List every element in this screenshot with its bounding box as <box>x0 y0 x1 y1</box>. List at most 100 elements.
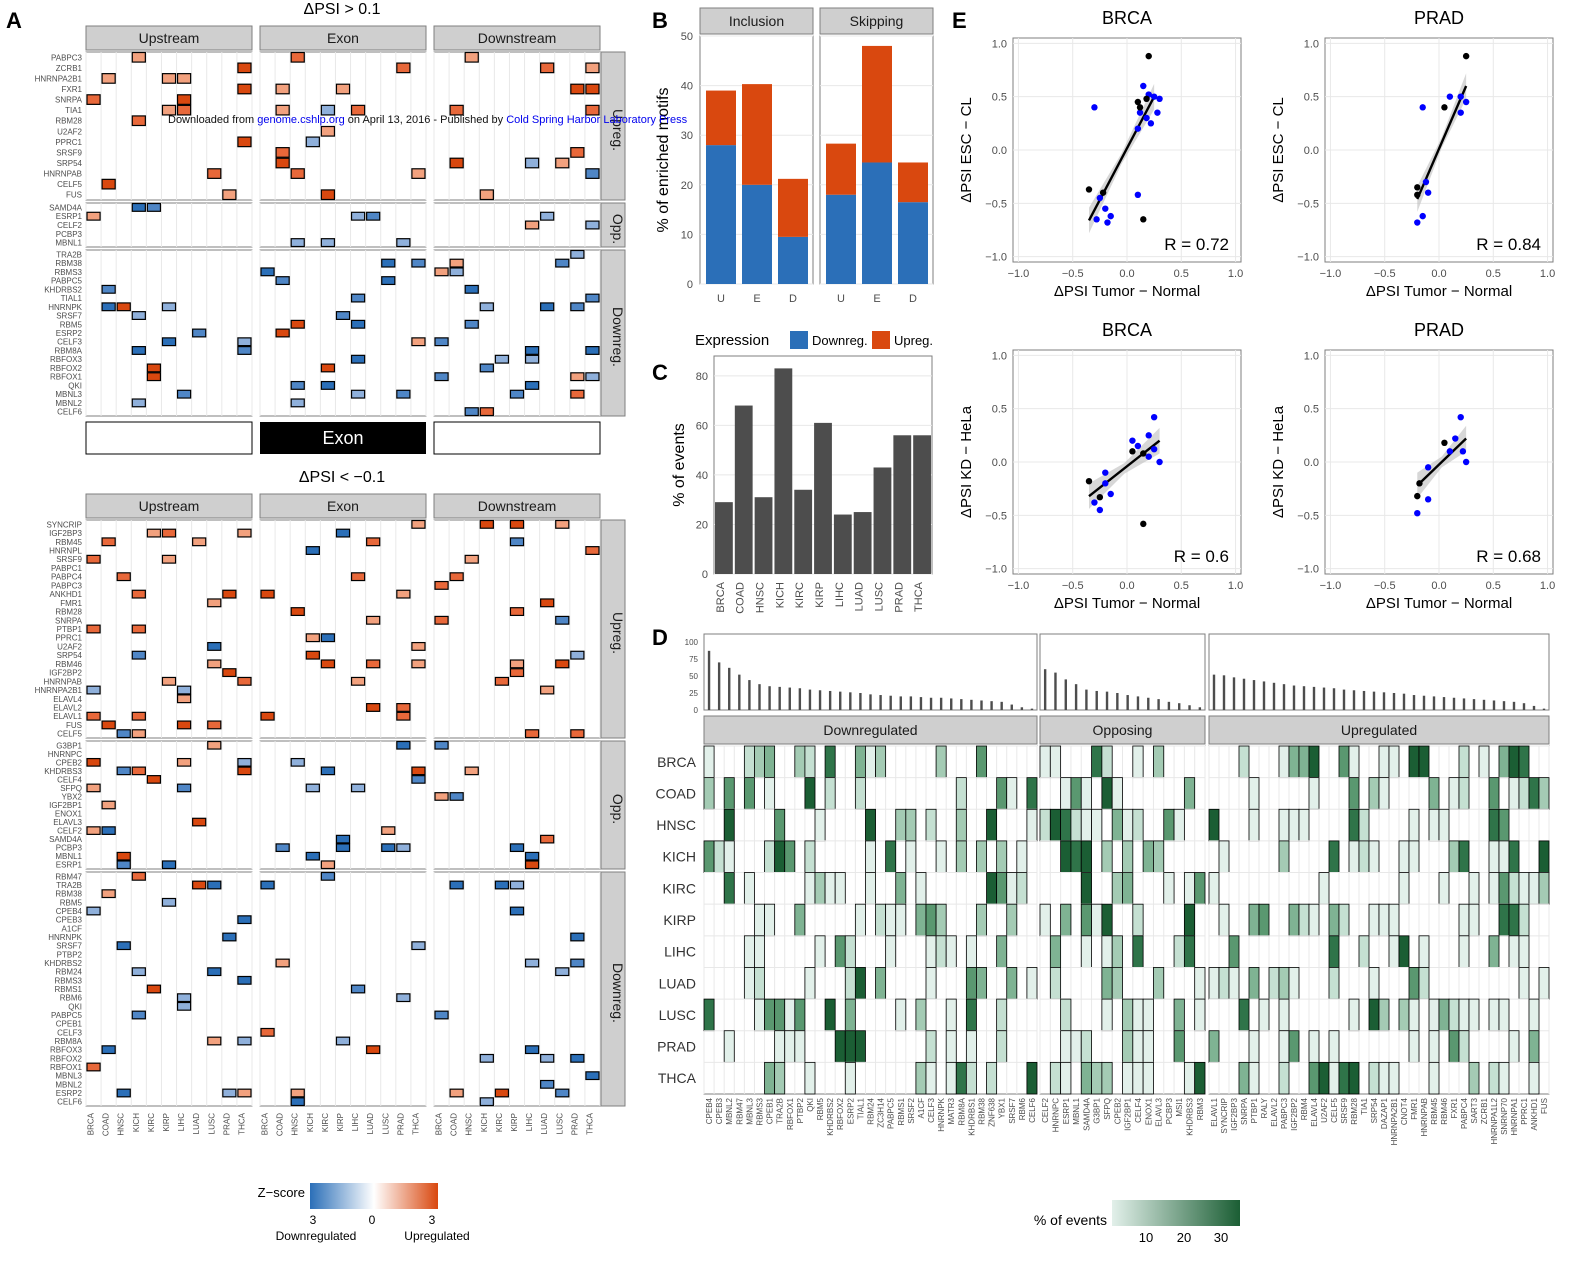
d-tile <box>824 872 836 905</box>
d-bar <box>839 691 842 710</box>
panel-a: Upstream Exon DownstreamUpreg.PABPC3ZCRB1H… <box>35 25 626 1243</box>
a-tile <box>411 766 426 776</box>
d-tile <box>1488 935 1500 968</box>
e-x-title: ΔPSI Tumor − Normal <box>1366 595 1512 612</box>
d-tile <box>1278 840 1290 873</box>
a-row-label: MBNL1 <box>55 239 82 248</box>
a-legend-low: Downregulated <box>276 1229 357 1243</box>
d-tile <box>1518 967 1530 1000</box>
a-tile <box>479 189 494 201</box>
d-tile <box>885 840 897 873</box>
d-tile <box>1194 872 1206 905</box>
d-tile <box>854 745 866 779</box>
a-tile <box>161 104 177 116</box>
a-tile <box>275 157 290 169</box>
d-col-label: KHDRBS1 <box>967 1097 976 1135</box>
e-point-black <box>1143 95 1150 103</box>
d-tile <box>1318 1061 1330 1095</box>
b-bar-upreg <box>898 162 928 203</box>
d-bar <box>899 696 902 710</box>
a-tile <box>290 1097 305 1107</box>
e-r-label: R = 0.84 <box>1476 235 1541 254</box>
d-tile <box>794 903 806 937</box>
e-y-tick: −0.5 <box>1297 198 1319 210</box>
d-tile <box>1408 840 1420 873</box>
e-y-title: ΔPSI ESC − CL <box>1270 97 1287 202</box>
d-tile <box>996 840 1008 873</box>
d-facet-label: Downregulated <box>823 722 917 738</box>
d-tile <box>1026 777 1038 810</box>
a-tile <box>411 641 426 651</box>
e-point-blue <box>1459 448 1467 455</box>
d-tile <box>834 872 846 905</box>
a-tile <box>366 211 381 221</box>
d-bar <box>1212 674 1216 710</box>
d-col-label: RBM3 <box>1196 1097 1205 1120</box>
d-col-label: DAZAP1 <box>1380 1097 1389 1129</box>
a-row-label: PPRC1 <box>55 634 82 643</box>
a-legend-tick: 3 <box>429 1213 436 1227</box>
d-tile <box>764 903 776 937</box>
d-tile <box>1268 967 1280 1000</box>
d-tile <box>915 1061 927 1095</box>
a-tile <box>86 554 101 564</box>
d-tile <box>955 1061 967 1095</box>
panel-c: 0 20 40 60 80 % of events BRCA COAD HNSC KICH KIRC… <box>671 355 933 614</box>
e-point-blue <box>1150 446 1158 453</box>
d-tile <box>1248 1061 1260 1095</box>
d-col-label: RBM46 <box>1440 1097 1449 1124</box>
e-x-tick: 0.0 <box>1119 580 1134 592</box>
a-tile <box>237 62 252 74</box>
a-tile <box>585 346 600 355</box>
d-tile <box>1101 840 1113 873</box>
d-col-label: RBFOX2 <box>836 1097 845 1130</box>
d-row-label: LUAD <box>659 975 696 991</box>
d-tile <box>1508 872 1520 905</box>
a-tile <box>237 766 252 776</box>
a-row-label: FXR1 <box>62 85 83 94</box>
a-row-strip <box>600 51 626 201</box>
a-x-tick: KICH <box>306 1113 315 1132</box>
d-bar <box>1116 693 1119 710</box>
a-row-label: TIA1 <box>65 106 82 115</box>
a-x-tick: LUAD <box>366 1113 375 1135</box>
a-tile <box>161 897 177 907</box>
d-bar <box>1232 677 1236 710</box>
d-tile <box>774 840 786 873</box>
a-tile <box>434 1010 449 1020</box>
d-tile <box>1518 935 1530 968</box>
a-tile <box>555 1088 570 1098</box>
d-tile <box>1153 840 1165 873</box>
d-bar <box>919 697 923 710</box>
a-tile <box>350 984 366 994</box>
d-tile <box>965 935 977 968</box>
a-row-label: CELF3 <box>57 338 82 347</box>
d-tile <box>1080 1061 1092 1095</box>
d-tile <box>844 967 856 1000</box>
a-tile <box>335 834 351 844</box>
d-bar <box>1074 684 1078 710</box>
panel-d: 100 75 50 25 0 BRCA COAD HNSC KICH KIRC KIRP LIHC LU… <box>656 633 1550 1245</box>
watermark-publisher-link[interactable]: Cold Spring Harbor Laboratory Press <box>506 114 687 126</box>
d-bar <box>728 667 731 710</box>
a-row-label: RBFOX1 <box>50 1063 83 1072</box>
c-x-tick: THCA <box>913 581 925 612</box>
a-tile <box>479 519 494 529</box>
e-y-tick: 1.0 <box>1304 38 1319 50</box>
a-tile <box>207 1036 222 1046</box>
a-tile <box>101 1045 116 1055</box>
a-x-tick: LUSC <box>381 1113 390 1135</box>
a-tile <box>434 580 449 590</box>
d-tile <box>905 840 917 873</box>
a-row-label: RBFOX2 <box>50 364 83 373</box>
watermark-site-link[interactable]: genome.cshlp.org <box>257 114 344 126</box>
a-tile <box>305 546 320 555</box>
d-col-label: RBM24 <box>867 1097 876 1124</box>
d-tile <box>844 1030 856 1063</box>
d-tile <box>1278 1030 1290 1063</box>
b-bar-upreg <box>742 84 772 185</box>
d-tile <box>955 777 967 810</box>
d-tile <box>1142 1061 1154 1095</box>
d-tile <box>723 840 735 873</box>
a-tile <box>540 598 555 608</box>
